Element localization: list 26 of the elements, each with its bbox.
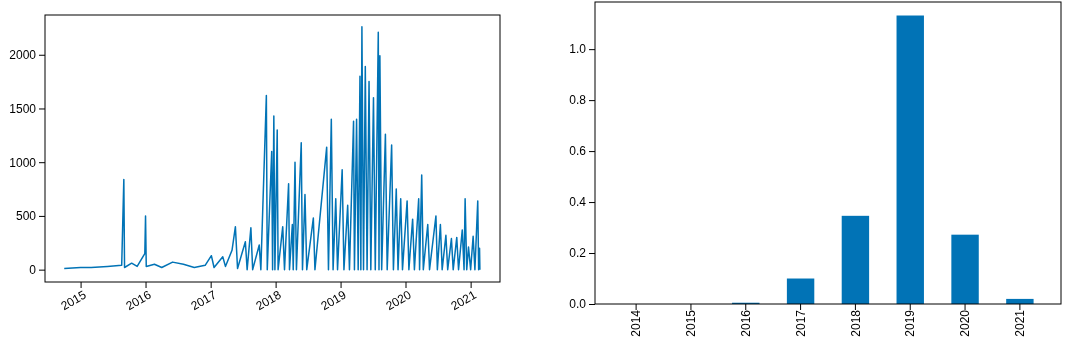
y-tick-label: 1500 — [9, 101, 37, 116]
y-tick-label: 500 — [15, 209, 37, 224]
y-tick-label: 1.0 — [569, 42, 587, 57]
y-tick-label: 2000 — [9, 48, 37, 63]
x-tick-label: 2017 — [188, 287, 219, 314]
y-tick-label: 0.0 — [569, 297, 587, 312]
x-tick-label: 2019 — [903, 309, 918, 337]
x-tick-label: 2021 — [448, 287, 479, 314]
x-tick-label: 2020 — [383, 287, 414, 314]
y-tick-label: 1000 — [9, 155, 37, 170]
x-tick-label: 2017 — [793, 309, 808, 337]
x-tick-label: 2016 — [738, 309, 753, 337]
x-tick-label: 2015 — [58, 287, 89, 314]
x-tick-label: 2018 — [253, 287, 284, 314]
y-tick-label: 0.8 — [569, 93, 587, 108]
y-tick-label: 0 — [29, 262, 37, 277]
x-tick-label: 2020 — [958, 309, 973, 337]
x-tick-label: 2014 — [629, 309, 644, 337]
y-tick-label: 0.6 — [569, 144, 587, 159]
x-tick-label: 2019 — [318, 287, 349, 314]
y-tick-label: 0.2 — [569, 246, 587, 261]
x-tick-label: 2016 — [123, 287, 154, 314]
x-tick-label: 2018 — [848, 309, 863, 337]
x-tick-label: 2021 — [1013, 309, 1028, 337]
y-tick-label: 0.4 — [569, 195, 587, 210]
x-tick-label: 2015 — [684, 309, 699, 337]
